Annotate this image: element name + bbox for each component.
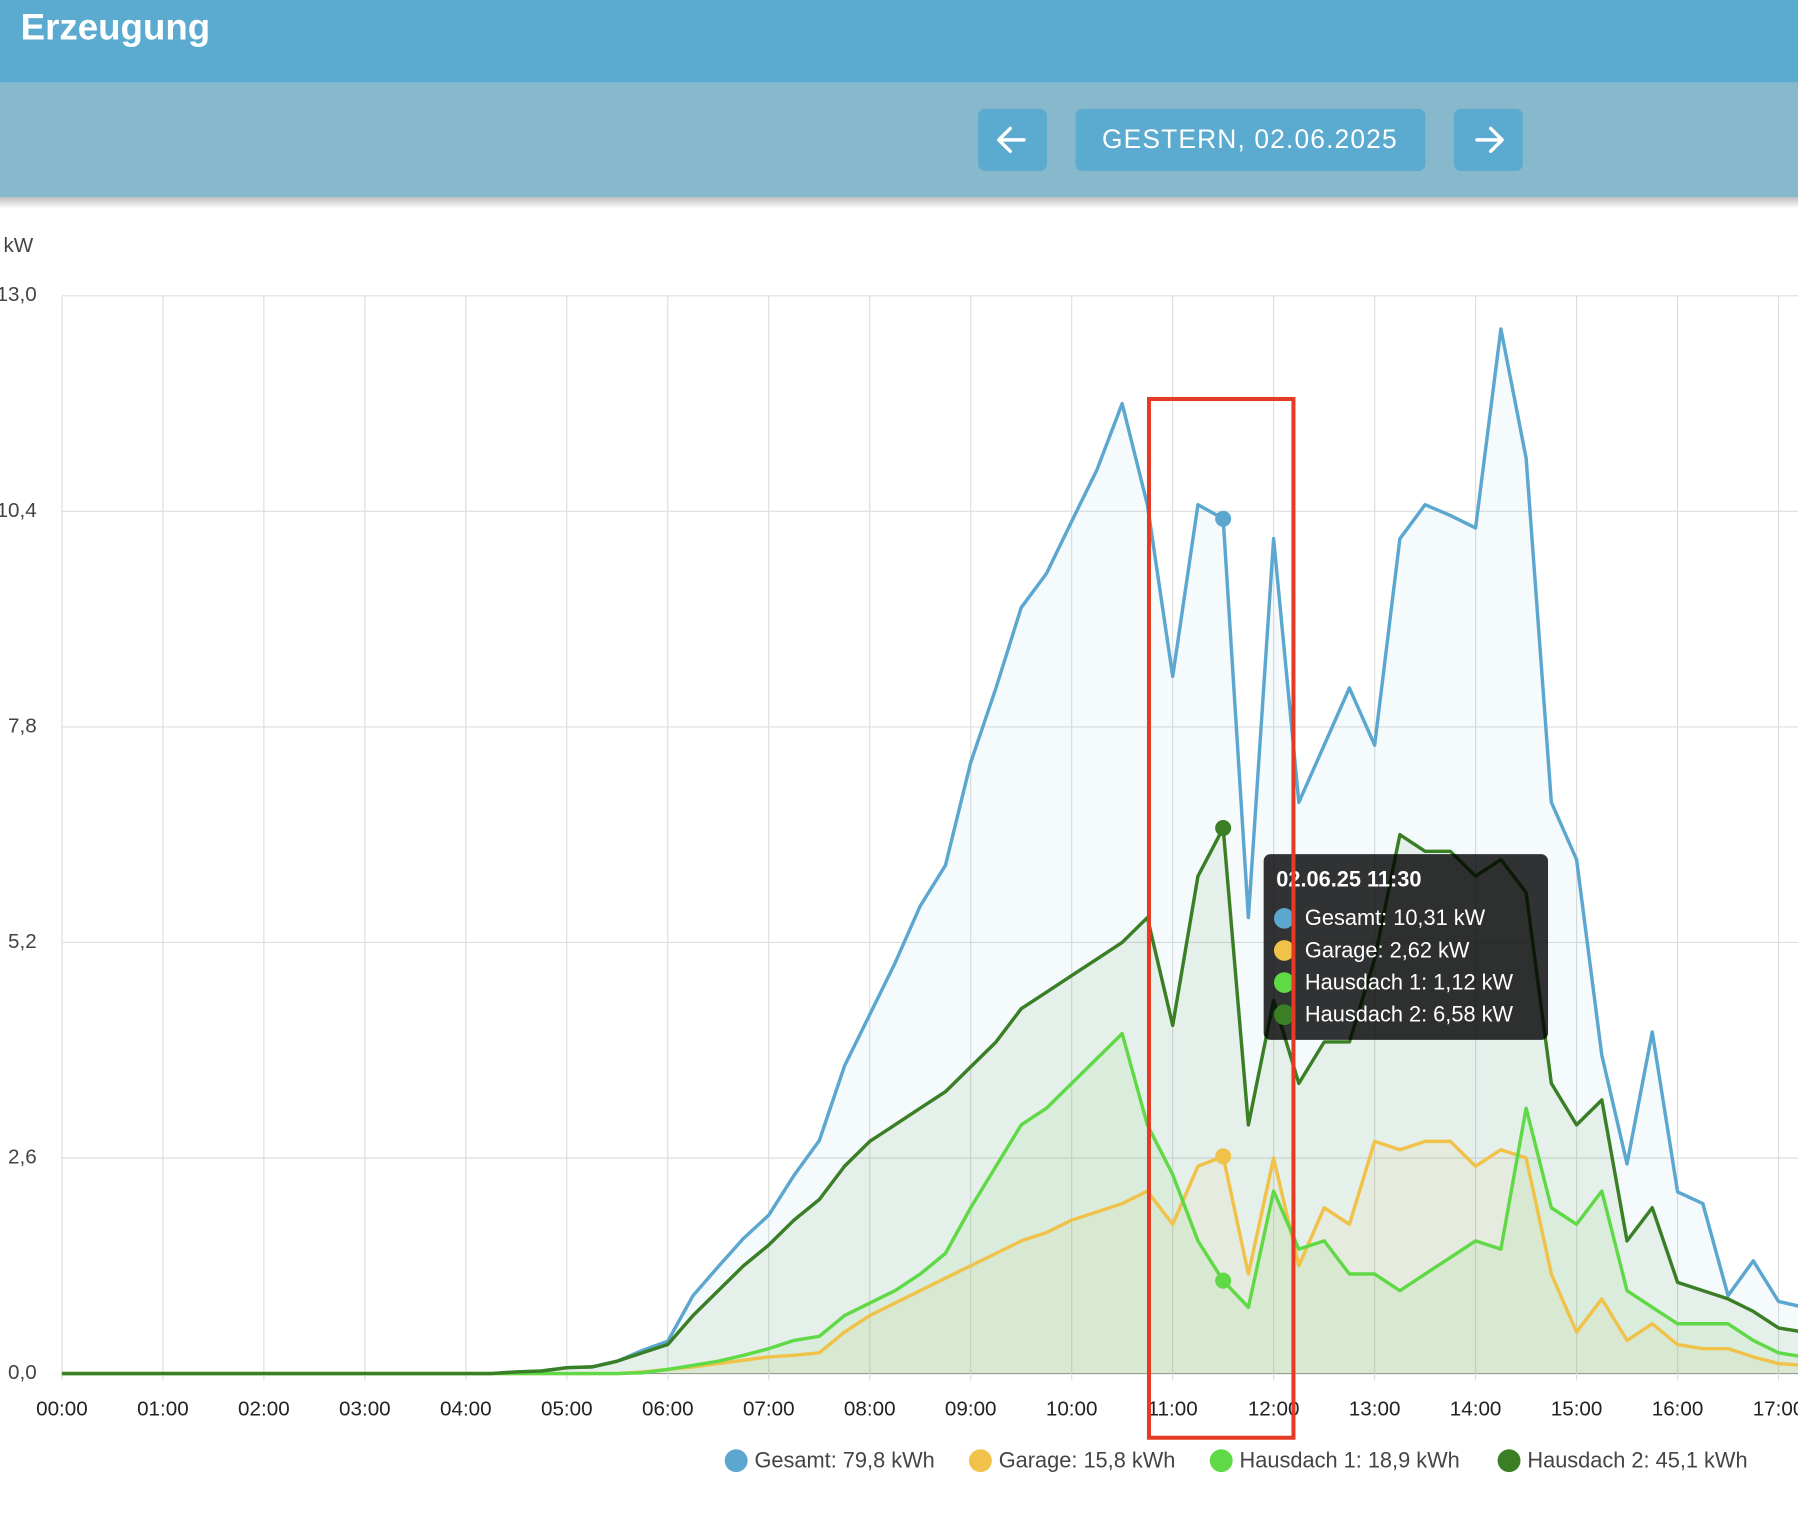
legend-marker (724, 1449, 748, 1473)
tooltip-marker (1273, 940, 1295, 961)
toolbar (0, 82, 1798, 198)
tooltip: 02.06.25 11:30 Gesamt: 10,31 kW Garage: 2,… (1263, 854, 1549, 1040)
hover-point (1215, 820, 1232, 837)
y-tick-label: 0,0 (8, 1361, 37, 1384)
tooltip-bg (1263, 854, 1549, 1040)
legend-label: Garage: 15,8 kWh (999, 1448, 1176, 1473)
x-tick-label: 08:00 (844, 1398, 896, 1421)
tooltip-marker (1273, 972, 1295, 993)
x-tick-label: 02:00 (238, 1398, 290, 1421)
x-tick-label: 11:00 (1148, 1398, 1198, 1421)
x-tick-label: 01:00 (137, 1398, 189, 1421)
next-button[interactable] (1453, 108, 1523, 171)
tooltip-marker (1273, 908, 1295, 929)
x-tick-label: 14:00 (1450, 1398, 1502, 1421)
page-title: Erzeugung (21, 6, 211, 47)
x-tick-label: 16:00 (1652, 1398, 1704, 1421)
legend-label: Hausdach 1: 18,9 kWh (1240, 1448, 1460, 1473)
y-tick-label: 13,0 (0, 283, 37, 306)
series-area (61, 828, 1798, 1374)
x-tick-label: 03:00 (339, 1398, 391, 1421)
legend-marker (968, 1449, 992, 1473)
x-tick-label: 07:00 (743, 1398, 795, 1421)
chart: 0,0 2,6 5,2 7,8 10,4 13,0 00:00 01:00 02:00 03:00… (0, 283, 1798, 1473)
x-tick-label: 09:00 (945, 1398, 997, 1421)
y-tick-label: 7,8 (8, 714, 37, 737)
x-tick-label: 06:00 (642, 1398, 694, 1421)
y-axis-label: kW (3, 234, 33, 257)
y-tick-label: 5,2 (8, 930, 37, 953)
series-area (61, 1141, 1798, 1374)
x-tick-label: 12:00 (1248, 1398, 1300, 1421)
x-tick-label: 10:00 (1046, 1398, 1098, 1421)
x-tick-label: 17:00 (1753, 1398, 1798, 1421)
hover-point (1215, 1272, 1232, 1289)
date-button-bg[interactable] (1075, 108, 1426, 171)
legend-label: Hausdach 2: 45,1 kWh (1527, 1448, 1747, 1473)
date-button[interactable]: GESTERN, 02.06.2025 (1075, 108, 1426, 171)
tooltip-item: Hausdach 1: 1,12 kW (1305, 969, 1514, 994)
series-area (61, 1033, 1798, 1374)
hover-point (1215, 510, 1232, 527)
tooltip-item: Gesamt: 10,31 kW (1305, 905, 1486, 930)
y-tick-label: 2,6 (8, 1145, 37, 1168)
hover-point (1215, 1148, 1232, 1165)
series-line (61, 1031, 1798, 1376)
header-bar (0, 0, 1798, 83)
arrow-left-icon[interactable] (997, 126, 1026, 154)
toolbar-shadow (0, 197, 1798, 209)
tooltip-item: Hausdach 2: 6,58 kW (1305, 1002, 1514, 1027)
prev-button[interactable] (978, 108, 1047, 171)
legend-marker (1209, 1449, 1233, 1473)
series-area (61, 328, 1798, 1374)
tooltip-title: 02.06.25 11:30 (1276, 866, 1421, 891)
x-tick-label: 13:00 (1349, 1398, 1401, 1421)
x-tick-label: 05:00 (541, 1398, 593, 1421)
series-line (61, 826, 1798, 1376)
legend-marker (1497, 1449, 1521, 1473)
highlight-box (1146, 396, 1296, 1440)
x-tick-label: 00:00 (36, 1398, 88, 1421)
y-tick-label: 10,4 (0, 499, 37, 522)
arrow-right-icon[interactable] (1475, 126, 1504, 154)
series-line (61, 327, 1798, 1376)
x-tick-label: 15:00 (1551, 1398, 1603, 1421)
date-label[interactable]: GESTERN, 02.06.2025 (1102, 124, 1398, 154)
tooltip-marker (1273, 1004, 1295, 1025)
x-tick-label: 04:00 (440, 1398, 492, 1421)
tooltip-item: Garage: 2,62 kW (1305, 937, 1470, 962)
legend-label: Gesamt: 79,8 kWh (755, 1448, 935, 1473)
